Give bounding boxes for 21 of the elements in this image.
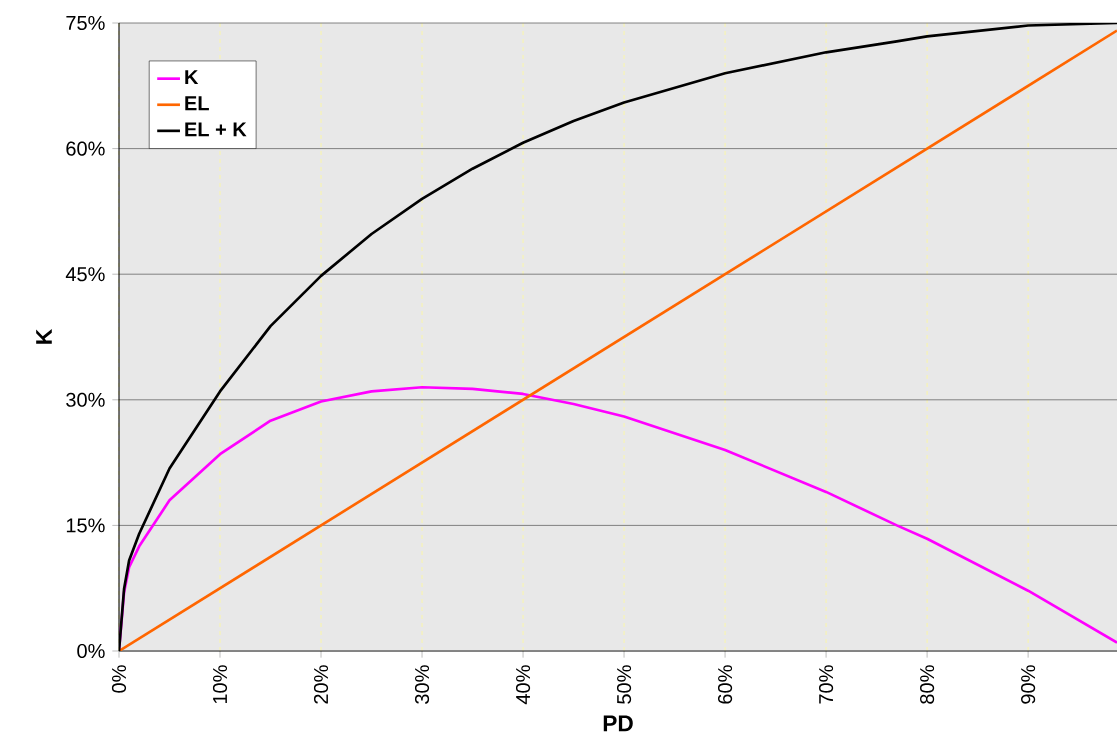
x-tick-label: 20%: [313, 665, 329, 704]
y-tick-label: 0%: [77, 643, 105, 659]
y-tick-label: 60%: [66, 141, 105, 156]
y-tick-label: 15%: [66, 518, 105, 533]
x-tick-label: 50%: [616, 665, 632, 704]
x-tick-label: 30%: [414, 665, 430, 704]
y-tick-label: 75%: [66, 15, 105, 31]
legend-label: EL + K: [185, 122, 247, 137]
legend-label: K: [185, 70, 199, 85]
x-tick-label: 10%: [212, 665, 228, 704]
x-tick-label: 90%: [1021, 665, 1036, 704]
x-tick-label: 70%: [819, 665, 834, 704]
y-tick-label: 45%: [65, 267, 105, 282]
y-axis-title: K: [36, 329, 52, 344]
x-tick-label: 60%: [717, 665, 733, 704]
legend-label: EL: [185, 96, 209, 111]
x-tick-label: 40%: [515, 665, 531, 705]
x-tick-label: 80%: [920, 665, 935, 704]
x-tick-label: 0%: [111, 665, 127, 693]
y-tick-label: 30%: [66, 392, 105, 407]
x-axis-title: PD: [603, 715, 633, 732]
